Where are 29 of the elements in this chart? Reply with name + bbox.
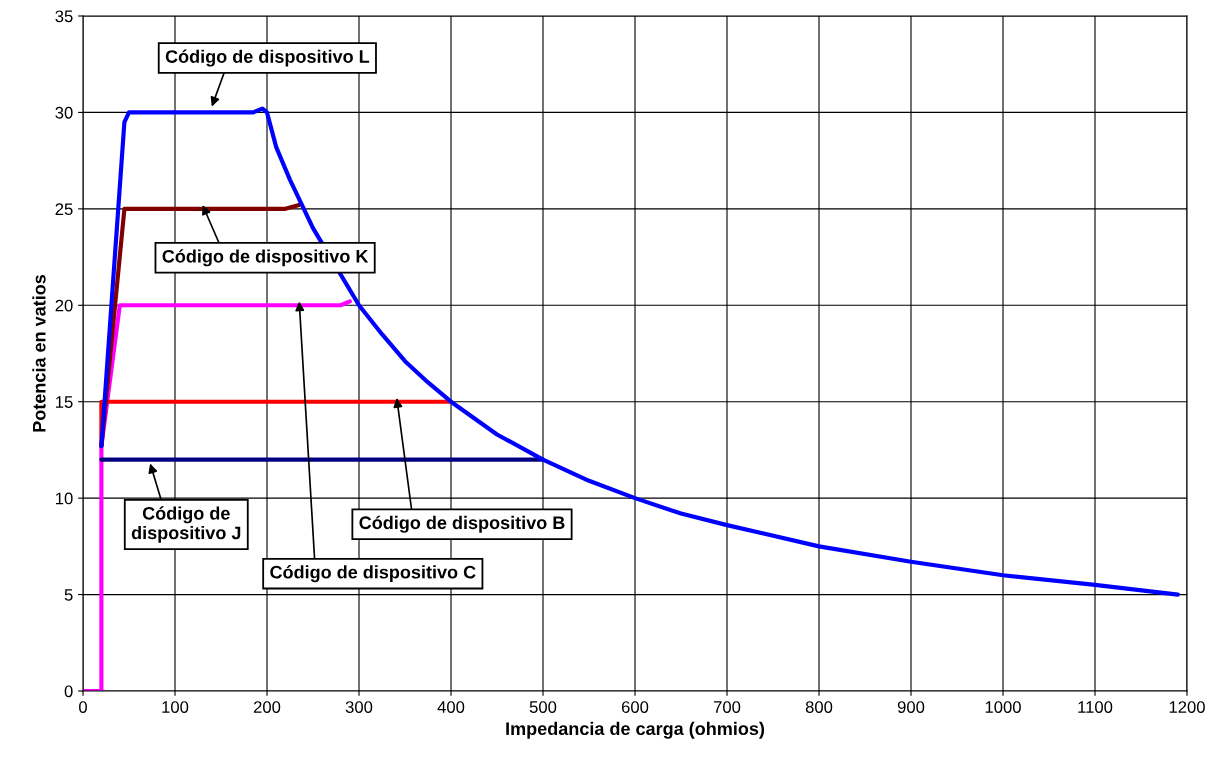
x-tick-label: 300 [345,701,373,713]
x-axis-title: Impedancia de carga (ohmios) [506,721,765,739]
annotation: Código de dispositivo C [270,565,476,583]
y-tick-label: 0 [64,685,73,698]
y-tick-label: 5 [64,589,73,601]
x-tick-label: 1200 [1169,701,1205,713]
y-axis-title: Potencia en vatios [32,274,46,432]
x-tick-label: 500 [529,701,557,713]
y-tick-label: 15 [56,396,73,408]
x-tick-label: 0 [79,701,87,713]
x-tick-label: 800 [805,701,833,713]
y-tick-label: 20 [55,299,73,312]
line-series [99,106,1180,597]
y-tick-label: 30 [55,106,73,119]
y-tick-label: 35 [55,10,73,23]
x-tick-label: 900 [897,701,925,713]
y-tick-label: 10 [56,492,73,505]
x-tick-label: 1000 [985,701,1021,713]
x-tick-label: 700 [713,701,741,713]
x-tick-label: 1100 [1078,701,1113,713]
x-tick-label: 200 [253,701,281,713]
x-tick-label: 600 [621,701,649,713]
y-tick-label: 25 [55,203,73,216]
annotation: Código de dispositivo K [162,249,369,267]
x-tick-label: 400 [437,701,465,713]
annotation: Código de dispositivo L [165,49,370,67]
x-tick-label: 100 [162,701,189,713]
annotation: Código de dispositivo J [131,506,241,543]
annotation: Código de dispositivo B [359,515,565,533]
